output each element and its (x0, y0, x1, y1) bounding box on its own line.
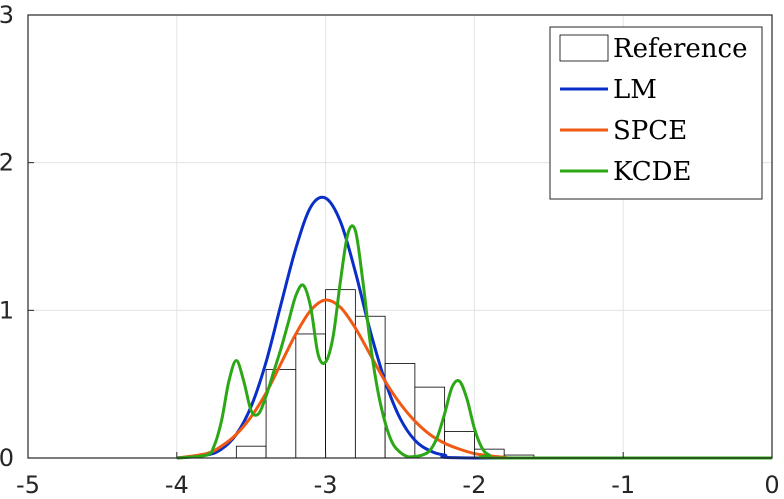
x-tick-label: 0 (764, 471, 779, 499)
axes-box (27, 14, 773, 459)
x-tick-label: -1 (611, 471, 635, 499)
histogram-bar (295, 333, 326, 459)
x-tick-label: -5 (16, 471, 40, 499)
y-tick-label: 0 (0, 444, 14, 472)
y-tick-label: 1 (0, 296, 14, 324)
series-line-kcde (176, 224, 772, 460)
x-tick-label: -2 (462, 471, 486, 499)
histogram-bar (384, 363, 416, 459)
x-tick-label: -4 (165, 471, 189, 499)
histogram-bar (325, 289, 356, 459)
y-tick-label: 3 (0, 1, 14, 29)
legend-swatch-reference (559, 34, 609, 62)
histogram-bar (414, 386, 446, 459)
legend-label-spce: SPCE (613, 116, 687, 146)
histogram-bar (235, 445, 267, 459)
histogram-reference (235, 289, 535, 459)
legend: Reference LM SPCE KCDE (549, 26, 763, 200)
y-tick-label: 2 (0, 149, 14, 177)
series-lines (176, 195, 772, 460)
legend-label-lm: LM (613, 75, 657, 105)
series-line-lm (176, 195, 772, 460)
legend-label-reference: Reference (613, 34, 747, 64)
legend-label-kcde: KCDE (613, 157, 691, 187)
x-tick-label: -3 (314, 471, 338, 499)
